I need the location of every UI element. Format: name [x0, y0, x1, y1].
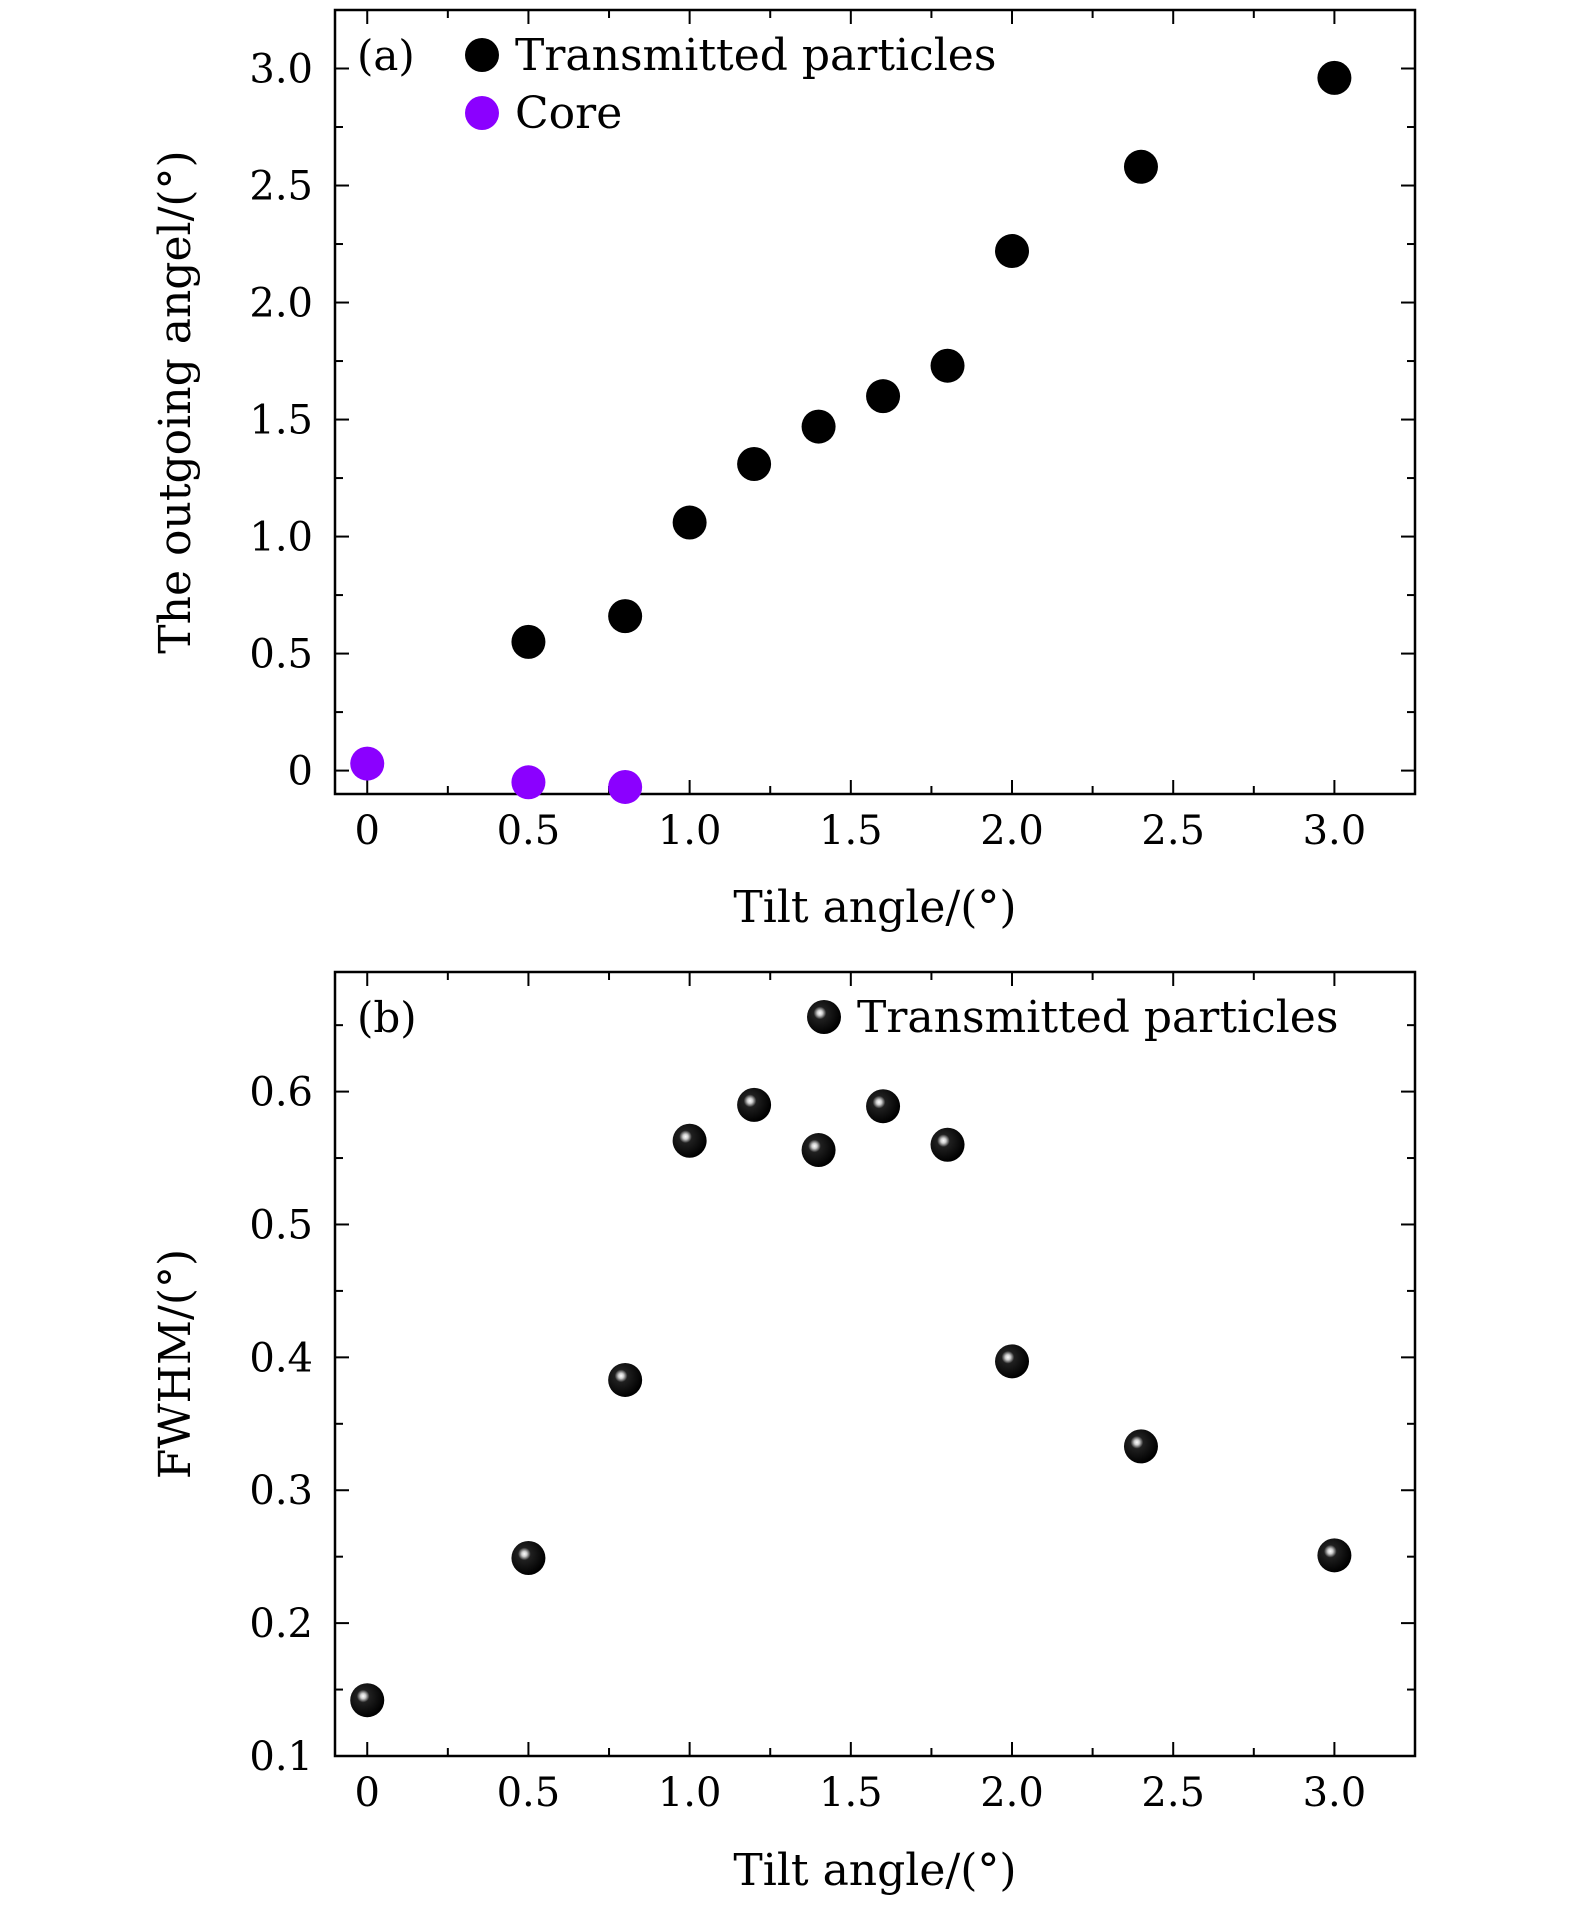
- y-tick-label: 0.2: [249, 1601, 313, 1647]
- legend-label: Transmitted particles: [857, 992, 1338, 1043]
- legend-marker: [465, 38, 499, 72]
- x-axis: 0 0.5 1.0 1.5 2.0 2.5 3.0: [355, 972, 1416, 1816]
- x-tick-label: 0: [355, 1770, 380, 1816]
- y-tick-label: 0.5: [249, 632, 313, 678]
- x-axis-title: Tilt angle/(°): [733, 1845, 1016, 1896]
- legend: Transmitted particles: [807, 992, 1338, 1043]
- data-point: [608, 1362, 643, 1397]
- x-tick-label: 2.5: [1141, 808, 1205, 854]
- y-axis: 0 0.5 1.0 1.5 2.0 2.5 3.0: [249, 9, 1415, 795]
- legend-label: Transmitted particles: [515, 30, 996, 81]
- data-point: [866, 1089, 901, 1124]
- data-point: [930, 1127, 965, 1162]
- data-point: [1317, 1538, 1352, 1573]
- x-axis-title: Tilt angle/(°): [733, 882, 1016, 933]
- data-point: [672, 1123, 707, 1158]
- y-tick-label: 1.0: [249, 515, 313, 561]
- data-point: [1123, 1429, 1158, 1464]
- scatter-points: [350, 60, 1352, 804]
- y-tick-label: 3.0: [249, 47, 313, 93]
- data-point: [511, 1541, 546, 1576]
- y-tick-label: 0: [288, 749, 313, 795]
- legend-marker: [807, 1000, 841, 1034]
- data-point: [866, 379, 901, 414]
- y-axis-title: FWHM/(°): [150, 1249, 201, 1479]
- x-tick-label: 0: [355, 808, 380, 854]
- x-tick-label: 3.0: [1303, 1770, 1367, 1816]
- x-tick-label: 3.0: [1303, 808, 1367, 854]
- y-tick-label: 0.1: [249, 1734, 313, 1780]
- data-point: [737, 1087, 772, 1122]
- x-tick-label: 1.0: [658, 1770, 722, 1816]
- y-tick-label: 0.4: [249, 1335, 313, 1381]
- y-tick-label: 2.5: [249, 164, 313, 210]
- y-tick-label: 0.3: [249, 1468, 313, 1514]
- scatter-points: [350, 1087, 1352, 1718]
- y-axis-title: The outgoing angel/(°): [150, 150, 201, 653]
- data-point: [350, 746, 385, 781]
- x-tick-label: 2.0: [980, 808, 1044, 854]
- data-point: [995, 1344, 1030, 1379]
- legend-marker: [465, 96, 499, 130]
- panel-label: (a): [357, 31, 415, 80]
- data-point: [1317, 60, 1352, 95]
- panel-a: 0 0.5 1.0 1.5 2.0 2.5 3.0 00.51.01.52.02.53.0 …: [150, 8, 1417, 933]
- data-point: [737, 447, 772, 482]
- x-tick-label: 1.5: [819, 808, 883, 854]
- y-tick-label: 0.5: [249, 1202, 313, 1248]
- x-tick-label: 1.0: [658, 808, 722, 854]
- data-point: [1123, 149, 1158, 184]
- data-point: [672, 505, 707, 540]
- legend-label: Core: [515, 88, 622, 139]
- data-point: [801, 1133, 836, 1168]
- legend: Transmitted particles Core: [465, 30, 996, 139]
- y-tick-label: 2.0: [249, 281, 313, 327]
- y-tick-label: 0.6: [249, 1070, 313, 1116]
- panel-label: (b): [357, 993, 417, 1042]
- x-tick-label: 2.5: [1141, 1770, 1205, 1816]
- data-point: [511, 624, 546, 659]
- data-point: [350, 1683, 385, 1718]
- data-point: [608, 769, 643, 804]
- x-tick-label: 1.5: [819, 1770, 883, 1816]
- data-point: [511, 765, 546, 800]
- x-axis: 0 0.5 1.0 1.5 2.0 2.5 3.0: [355, 10, 1416, 854]
- y-tick-label: 1.5: [249, 398, 313, 444]
- plot-frame: [333, 970, 1417, 1758]
- data-point: [608, 599, 643, 634]
- x-tick-label: 0.5: [497, 1770, 561, 1816]
- data-point: [930, 348, 965, 383]
- data-point: [801, 409, 836, 444]
- y-axis: 0.1 0.2 0.3 0.4 0.5 0.6: [249, 1024, 1415, 1780]
- x-tick-label: 2.0: [980, 1770, 1044, 1816]
- data-point: [995, 234, 1030, 269]
- panel-b: 0 0.5 1.0 1.5 2.0 2.5 3.0 0.1 0.2 0.3 0.4 0.5 0.6 T…: [150, 970, 1417, 1896]
- x-tick-label: 0.5: [497, 808, 561, 854]
- plot-frame: [333, 8, 1417, 796]
